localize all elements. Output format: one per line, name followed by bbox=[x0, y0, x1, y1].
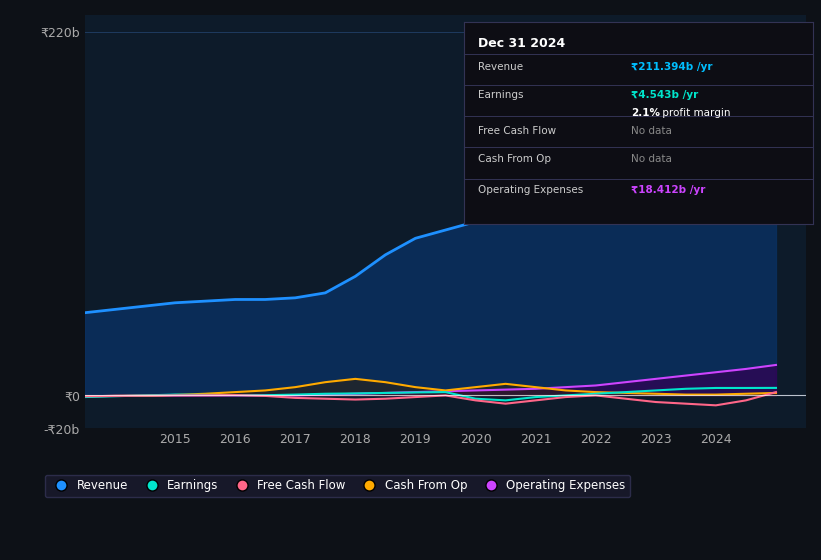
Text: Operating Expenses: Operating Expenses bbox=[478, 185, 583, 195]
Legend: Revenue, Earnings, Free Cash Flow, Cash From Op, Operating Expenses: Revenue, Earnings, Free Cash Flow, Cash … bbox=[44, 474, 630, 497]
Text: profit margin: profit margin bbox=[659, 108, 731, 118]
Text: Earnings: Earnings bbox=[478, 90, 523, 100]
Text: 2.1%: 2.1% bbox=[631, 108, 660, 118]
Text: ₹4.543b /yr: ₹4.543b /yr bbox=[631, 90, 699, 100]
Text: No data: No data bbox=[631, 155, 672, 165]
Text: ₹211.394b /yr: ₹211.394b /yr bbox=[631, 62, 713, 72]
Text: Free Cash Flow: Free Cash Flow bbox=[478, 126, 556, 136]
Text: Dec 31 2024: Dec 31 2024 bbox=[478, 36, 565, 49]
Text: ₹18.412b /yr: ₹18.412b /yr bbox=[631, 185, 706, 195]
Text: No data: No data bbox=[631, 126, 672, 136]
Text: Cash From Op: Cash From Op bbox=[478, 155, 551, 165]
Text: Revenue: Revenue bbox=[478, 62, 523, 72]
